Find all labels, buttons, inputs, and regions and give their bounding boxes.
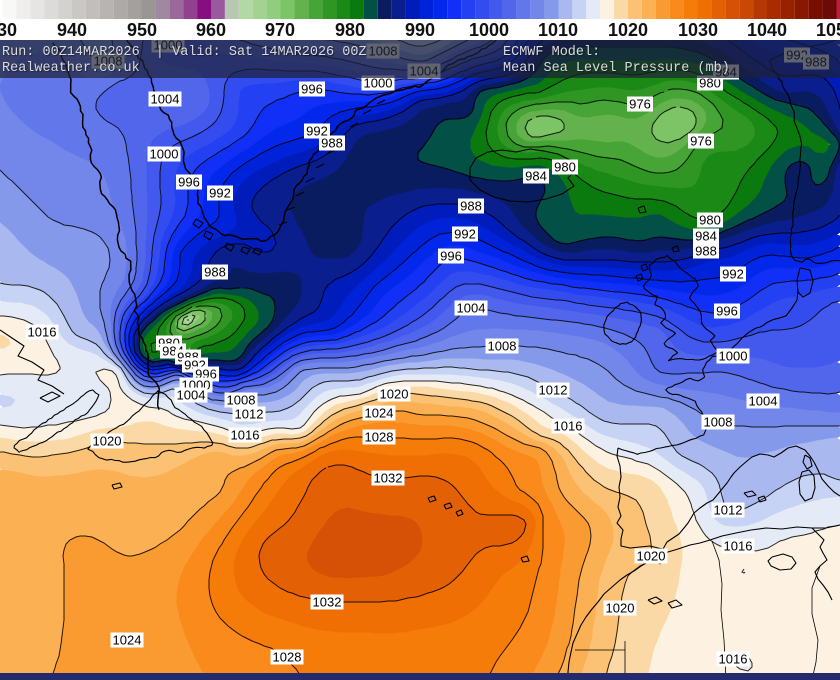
- svg-text:1000: 1000: [364, 76, 393, 91]
- svg-text:992: 992: [722, 267, 744, 282]
- svg-text:1050: 1050: [816, 20, 840, 40]
- svg-text:1016: 1016: [554, 419, 583, 434]
- svg-text:930: 930: [0, 20, 17, 40]
- svg-text:980: 980: [699, 213, 721, 228]
- svg-text:1012: 1012: [235, 407, 264, 422]
- svg-text:1000: 1000: [150, 147, 179, 162]
- svg-text:976: 976: [629, 97, 651, 112]
- svg-text:1020: 1020: [606, 601, 635, 616]
- svg-text:1020: 1020: [93, 434, 122, 449]
- svg-text:1000: 1000: [469, 20, 509, 40]
- svg-text:1032: 1032: [313, 595, 342, 610]
- svg-text:980: 980: [554, 160, 576, 175]
- svg-text:1010: 1010: [538, 20, 578, 40]
- svg-text:1004: 1004: [151, 92, 180, 107]
- svg-text:1030: 1030: [678, 20, 718, 40]
- svg-text:988: 988: [321, 136, 343, 151]
- svg-text:996: 996: [716, 304, 738, 319]
- svg-text:996: 996: [440, 249, 462, 264]
- svg-text:996: 996: [301, 82, 323, 97]
- svg-text:1008: 1008: [704, 415, 733, 430]
- svg-text:1008: 1008: [227, 393, 256, 408]
- svg-text:970: 970: [265, 20, 295, 40]
- svg-text:992: 992: [209, 186, 231, 201]
- svg-text:1020: 1020: [608, 20, 648, 40]
- svg-text:992: 992: [454, 227, 476, 242]
- svg-text:988: 988: [695, 244, 717, 259]
- svg-text:976: 976: [690, 134, 712, 149]
- svg-text:996: 996: [178, 175, 200, 190]
- svg-text:1024: 1024: [365, 406, 394, 421]
- svg-text:1004: 1004: [177, 388, 206, 403]
- svg-text:1016: 1016: [231, 428, 260, 443]
- svg-text:1012: 1012: [714, 503, 743, 518]
- svg-text:990: 990: [405, 20, 435, 40]
- svg-text:940: 940: [57, 20, 87, 40]
- svg-text:980: 980: [335, 20, 365, 40]
- svg-text:1016: 1016: [28, 325, 57, 340]
- svg-text:1020: 1020: [380, 387, 409, 402]
- svg-text:1004: 1004: [457, 301, 486, 316]
- svg-text:1032: 1032: [374, 471, 403, 486]
- svg-text:984: 984: [695, 229, 717, 244]
- svg-text:1016: 1016: [719, 652, 748, 667]
- svg-text:1040: 1040: [747, 20, 787, 40]
- svg-text:1004: 1004: [749, 394, 778, 409]
- svg-text:1024: 1024: [113, 633, 142, 648]
- svg-text:1012: 1012: [539, 383, 568, 398]
- svg-text:1000: 1000: [719, 349, 748, 364]
- svg-text:960: 960: [196, 20, 226, 40]
- svg-text:950: 950: [127, 20, 157, 40]
- svg-text:1028: 1028: [365, 430, 394, 445]
- svg-text:988: 988: [460, 199, 482, 214]
- svg-text:1028: 1028: [273, 650, 302, 665]
- svg-text:992: 992: [306, 124, 328, 139]
- svg-text:988: 988: [204, 265, 226, 280]
- svg-text:1008: 1008: [488, 339, 517, 354]
- svg-text:1016: 1016: [724, 539, 753, 554]
- svg-text:1020: 1020: [637, 549, 666, 564]
- svg-text:984: 984: [525, 169, 547, 184]
